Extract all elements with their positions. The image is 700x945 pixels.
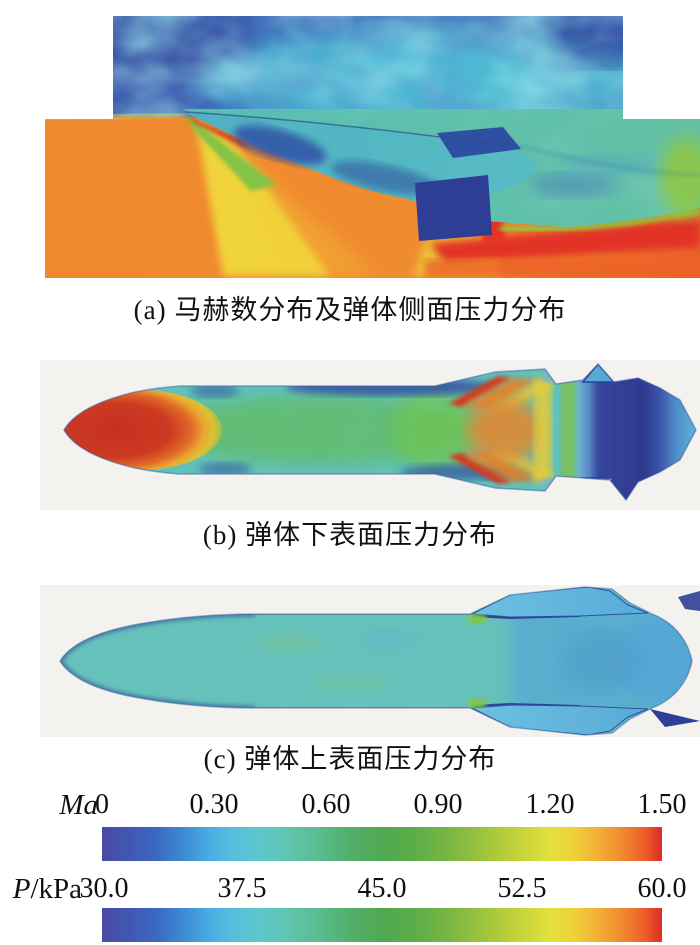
projectile-base-block [415, 175, 492, 241]
cfd-upper-surface-svg [40, 585, 700, 737]
high-mach-band [430, 219, 700, 263]
fin-leading-edge-top [448, 376, 512, 407]
ma-tick-1: 0.30 [189, 789, 239, 820]
fin-leading-edge-bottom [448, 453, 512, 484]
p-label-symbol: P [12, 873, 31, 905]
nose-high-pressure [64, 390, 222, 470]
projectile-outline [59, 586, 693, 736]
panel-b-lower-surface [40, 360, 700, 510]
nose-shock-sliver [185, 115, 252, 151]
caption-c: (c) 弹体上表面压力分布 [203, 744, 497, 774]
ma-colorbar [102, 827, 662, 861]
cfd-lower-surface-svg [40, 360, 700, 510]
aft-fin-shadow [678, 591, 700, 611]
ma-label-text: Ma [59, 789, 98, 821]
p-tick-1: 37.5 [217, 873, 267, 904]
caption-b: (b) 弹体下表面压力分布 [202, 520, 498, 550]
projectile-outline [63, 362, 697, 502]
ma-tick-2: 0.60 [301, 789, 351, 820]
ma-tick-3: 0.90 [413, 789, 463, 820]
p-tick-4: 60.0 [637, 873, 687, 904]
pressure-colorbar [102, 908, 662, 942]
p-tick-2: 45.0 [357, 873, 407, 904]
p-tick-0: 30.0 [79, 873, 129, 904]
p-label-unit: /kPa [30, 873, 82, 905]
caption-a: (a) 马赫数分布及弹体侧面压力分布 [133, 295, 567, 325]
panel-a-mach-contour [45, 15, 700, 278]
p-label: P/kPa [0, 875, 82, 904]
tail-fin-dark [437, 127, 521, 158]
ma-tick-0: 0 [95, 789, 109, 820]
mach-field [45, 16, 700, 278]
ma-tick-5: 1.50 [637, 789, 687, 820]
ma-tick-4: 1.20 [525, 789, 575, 820]
p-tick-3: 52.5 [497, 873, 547, 904]
nose-expansion-wedge [183, 112, 277, 191]
aft-fin-shadow [650, 709, 700, 727]
panel-c-upper-surface [40, 585, 700, 737]
cfd-side-view-svg [45, 16, 700, 278]
